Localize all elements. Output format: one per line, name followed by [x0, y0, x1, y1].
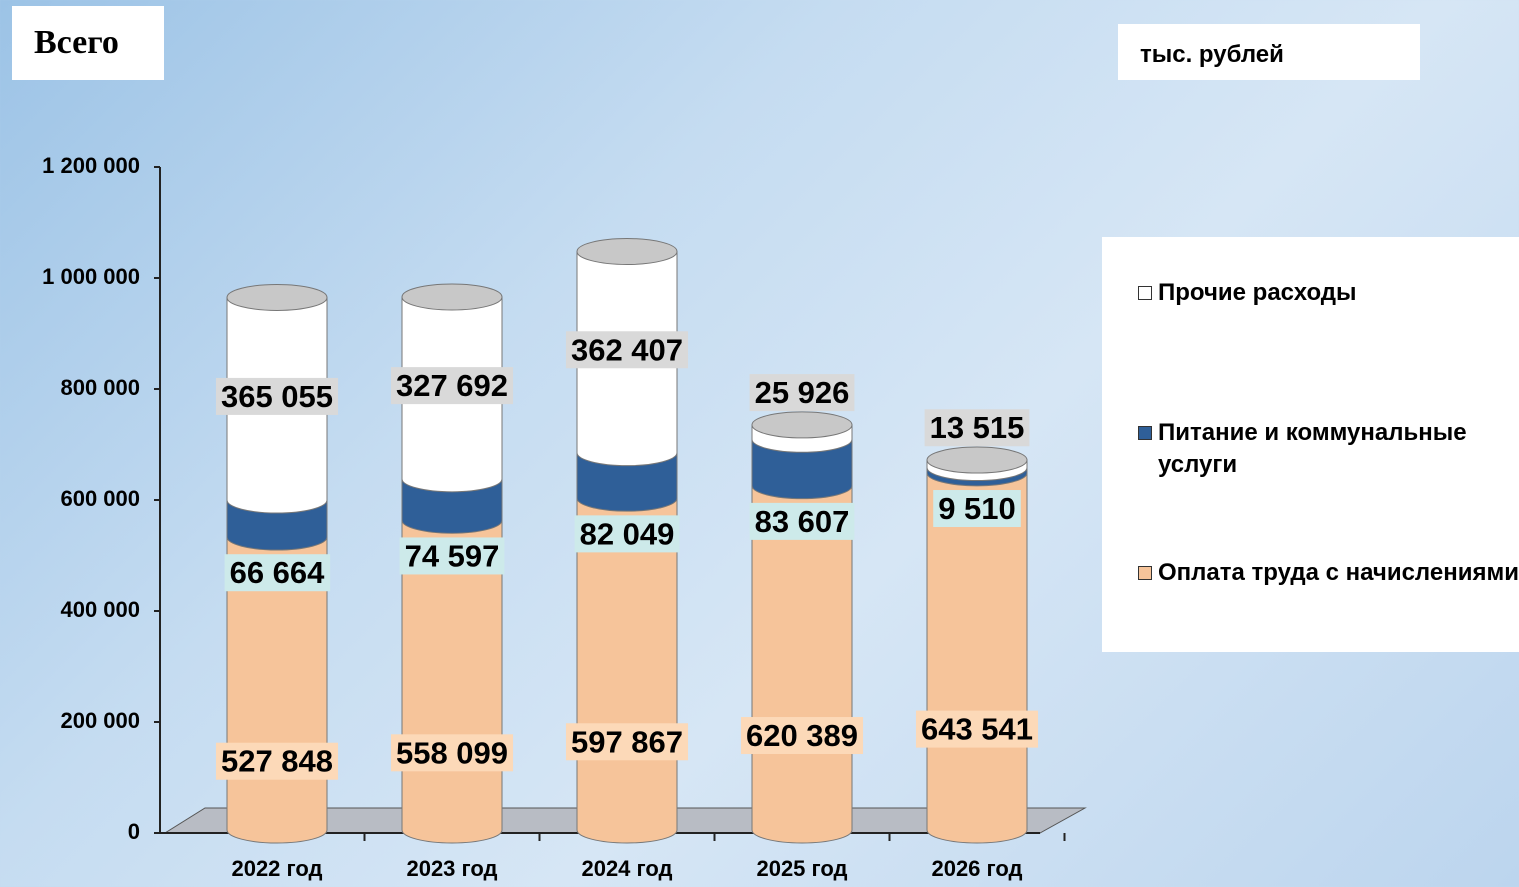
- value-label: 365 055: [221, 379, 333, 414]
- cylinder-top: [227, 284, 327, 310]
- value-label: 327 692: [396, 368, 508, 403]
- value-label: 83 607: [755, 504, 850, 539]
- page: {"chart_data": {"type": "stacked-cylinde…: [0, 0, 1519, 887]
- y-tick-label: 0: [128, 819, 140, 844]
- value-label: 597 867: [571, 724, 683, 759]
- x-tick-label: 2023 год: [406, 856, 497, 881]
- y-tick-label: 1 200 000: [42, 153, 140, 178]
- value-label: 9 510: [938, 491, 1016, 526]
- chart: 0 200 000 400 000 600 000 800 000 1 000 000 1 …: [0, 0, 1519, 887]
- value-label: 82 049: [580, 516, 675, 551]
- cylinder-top: [752, 412, 852, 438]
- x-tick-label: 2025 год: [756, 856, 847, 881]
- y-tick-label: 200 000: [60, 708, 140, 733]
- value-label: 74 597: [405, 538, 500, 573]
- value-label: 558 099: [396, 735, 508, 770]
- value-label: 527 848: [221, 744, 333, 779]
- cylinder-top: [927, 447, 1027, 473]
- value-label: 362 407: [571, 332, 683, 367]
- y-tick-label: 400 000: [60, 597, 140, 622]
- value-label: 66 664: [230, 555, 326, 590]
- value-label: 620 389: [746, 718, 858, 753]
- cylinder-top: [577, 239, 677, 265]
- x-tick-label: 2026 год: [931, 856, 1022, 881]
- value-label: 13 515: [930, 410, 1025, 445]
- x-tick-label: 2024 год: [581, 856, 672, 881]
- cylinder-top: [402, 284, 502, 310]
- value-label: 643 541: [921, 712, 1033, 747]
- y-tick-label: 600 000: [60, 486, 140, 511]
- y-tick-label: 1 000 000: [42, 264, 140, 289]
- cylinder-segment: [927, 473, 1027, 843]
- value-label: 25 926: [755, 375, 850, 410]
- x-tick-label: 2022 год: [231, 856, 322, 881]
- y-tick-label: 800 000: [60, 375, 140, 400]
